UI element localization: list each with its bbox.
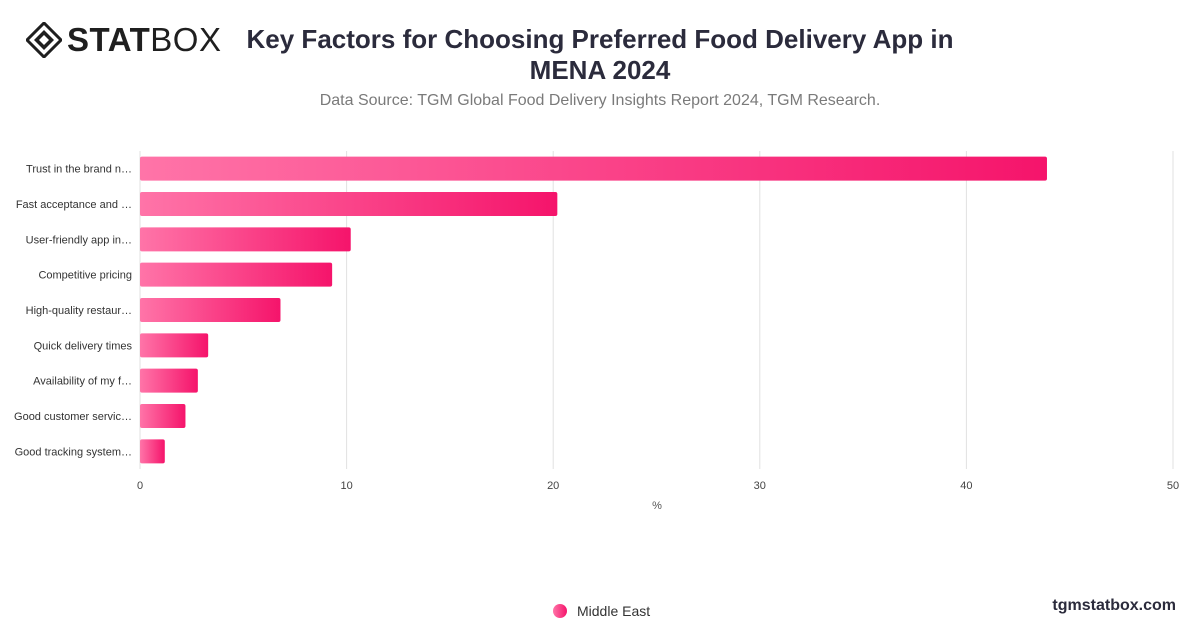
category-label: High-quality restaur… <box>26 305 132 317</box>
category-label: Good tracking system… <box>15 446 132 458</box>
legend[interactable]: Middle East <box>553 602 650 620</box>
category-label: Quick delivery times <box>34 340 133 352</box>
legend-marker <box>553 604 567 618</box>
bar[interactable] <box>140 227 351 252</box>
x-tick-label: 30 <box>754 480 766 492</box>
bar[interactable] <box>140 439 165 464</box>
bar[interactable] <box>140 262 333 287</box>
chart-title: Key Factors for Choosing Preferred Food … <box>246 24 954 85</box>
logo-wordmark: STATBOX <box>67 21 222 58</box>
chart-subtitle: Data Source: TGM Global Food Delivery In… <box>319 92 881 109</box>
x-tick-label: 40 <box>960 480 972 492</box>
bar[interactable] <box>140 368 198 393</box>
bars <box>140 156 1047 464</box>
bar[interactable] <box>140 333 209 358</box>
category-label: Fast acceptance and … <box>16 199 132 211</box>
x-tick-label: 0 <box>137 480 143 492</box>
legend-label: Middle East <box>577 603 651 619</box>
bar[interactable] <box>140 404 186 428</box>
category-label: Competitive pricing <box>38 270 132 282</box>
category-label: Availability of my f… <box>33 376 132 388</box>
x-tick-label: 20 <box>547 480 559 492</box>
x-tick-label: 10 <box>340 480 352 492</box>
bar[interactable] <box>140 298 281 322</box>
website-watermark: tgmstatbox.com <box>1052 597 1176 614</box>
statbox-logo-icon <box>26 22 62 58</box>
x-axis-title: % <box>652 500 662 512</box>
bar[interactable] <box>140 192 558 216</box>
x-tick-label: 50 <box>1167 480 1179 492</box>
statbox-logo: STATBOX <box>26 22 221 58</box>
x-axis-ticks: 0 10 20 30 40 50 <box>137 480 1179 492</box>
bar[interactable] <box>140 156 1047 181</box>
category-label: User-friendly app in… <box>26 234 132 246</box>
category-labels: Trust in the brand n… Fast acceptance and… <box>14 164 132 459</box>
category-label: Good customer servic… <box>14 411 132 423</box>
category-label: Trust in the brand n… <box>26 164 132 176</box>
